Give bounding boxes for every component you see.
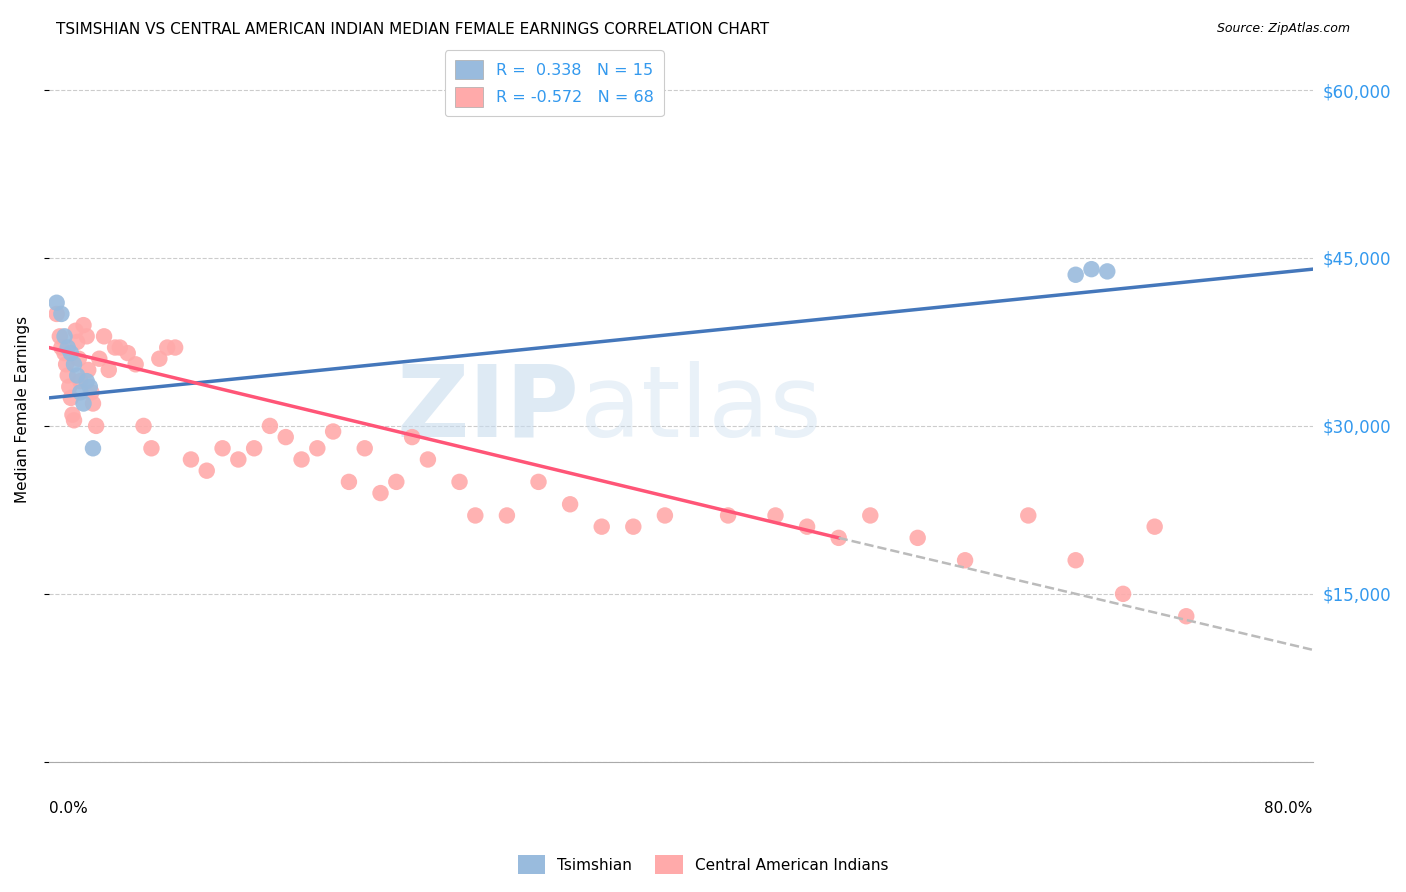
Point bbox=[97, 363, 120, 377]
Point bbox=[1080, 262, 1102, 277]
Point bbox=[58, 380, 80, 394]
Point bbox=[148, 351, 170, 366]
Point bbox=[449, 475, 471, 489]
Point bbox=[63, 357, 86, 371]
Point bbox=[796, 519, 818, 533]
Legend: R =  0.338   N = 15, R = -0.572   N = 68: R = 0.338 N = 15, R = -0.572 N = 68 bbox=[446, 50, 664, 117]
Point bbox=[337, 475, 360, 489]
Point bbox=[180, 452, 202, 467]
Point bbox=[416, 452, 439, 467]
Point bbox=[496, 508, 519, 523]
Point bbox=[401, 430, 423, 444]
Point bbox=[828, 531, 851, 545]
Point bbox=[82, 442, 104, 456]
Point bbox=[591, 519, 613, 533]
Point bbox=[464, 508, 486, 523]
Point bbox=[211, 442, 233, 456]
Point bbox=[117, 346, 139, 360]
Point bbox=[385, 475, 408, 489]
Point bbox=[93, 329, 115, 343]
Point bbox=[907, 531, 929, 545]
Point bbox=[1112, 587, 1135, 601]
Point bbox=[953, 553, 976, 567]
Point bbox=[59, 346, 82, 360]
Point bbox=[62, 408, 84, 422]
Point bbox=[77, 363, 100, 377]
Point bbox=[1097, 264, 1119, 278]
Point bbox=[45, 295, 67, 310]
Point bbox=[141, 442, 163, 456]
Point bbox=[49, 329, 72, 343]
Point bbox=[72, 396, 94, 410]
Point bbox=[53, 346, 76, 360]
Point bbox=[322, 425, 344, 439]
Point bbox=[84, 418, 107, 433]
Point bbox=[274, 430, 297, 444]
Point bbox=[307, 442, 329, 456]
Point bbox=[132, 418, 155, 433]
Point bbox=[51, 341, 73, 355]
Point bbox=[1064, 268, 1087, 282]
Point bbox=[1143, 519, 1166, 533]
Text: Source: ZipAtlas.com: Source: ZipAtlas.com bbox=[1216, 22, 1350, 36]
Point bbox=[859, 508, 882, 523]
Point bbox=[56, 341, 79, 355]
Point bbox=[80, 385, 103, 400]
Point bbox=[66, 334, 89, 349]
Point bbox=[66, 368, 89, 383]
Point bbox=[156, 341, 179, 355]
Point bbox=[370, 486, 392, 500]
Text: ZIP: ZIP bbox=[396, 360, 579, 458]
Point bbox=[654, 508, 676, 523]
Point bbox=[1175, 609, 1198, 624]
Y-axis label: Median Female Earnings: Median Female Earnings bbox=[15, 316, 30, 503]
Point bbox=[89, 351, 111, 366]
Point bbox=[79, 380, 101, 394]
Point bbox=[76, 374, 98, 388]
Point bbox=[69, 374, 91, 388]
Point bbox=[76, 329, 98, 343]
Point bbox=[124, 357, 146, 371]
Point bbox=[195, 464, 218, 478]
Point bbox=[717, 508, 740, 523]
Legend: Tsimshian, Central American Indians: Tsimshian, Central American Indians bbox=[512, 849, 894, 880]
Text: TSIMSHIAN VS CENTRAL AMERICAN INDIAN MEDIAN FEMALE EARNINGS CORRELATION CHART: TSIMSHIAN VS CENTRAL AMERICAN INDIAN MED… bbox=[56, 22, 769, 37]
Point bbox=[82, 396, 104, 410]
Point bbox=[65, 324, 87, 338]
Point bbox=[45, 307, 67, 321]
Point bbox=[63, 413, 86, 427]
Point bbox=[290, 452, 312, 467]
Point bbox=[243, 442, 266, 456]
Text: atlas: atlas bbox=[579, 360, 821, 458]
Point bbox=[1064, 553, 1087, 567]
Point bbox=[108, 341, 131, 355]
Point bbox=[1017, 508, 1039, 523]
Point bbox=[353, 442, 375, 456]
Text: 0.0%: 0.0% bbox=[49, 801, 87, 815]
Point bbox=[621, 519, 644, 533]
Point bbox=[527, 475, 550, 489]
Point bbox=[165, 341, 187, 355]
Point bbox=[72, 318, 94, 333]
Point bbox=[259, 418, 281, 433]
Point bbox=[59, 391, 82, 405]
Point bbox=[765, 508, 787, 523]
Point bbox=[55, 357, 77, 371]
Point bbox=[228, 452, 250, 467]
Point bbox=[558, 497, 581, 511]
Point bbox=[56, 368, 79, 383]
Point bbox=[67, 351, 90, 366]
Point bbox=[69, 385, 91, 400]
Point bbox=[53, 329, 76, 343]
Point bbox=[51, 307, 73, 321]
Point bbox=[104, 341, 127, 355]
Text: 80.0%: 80.0% bbox=[1264, 801, 1313, 815]
